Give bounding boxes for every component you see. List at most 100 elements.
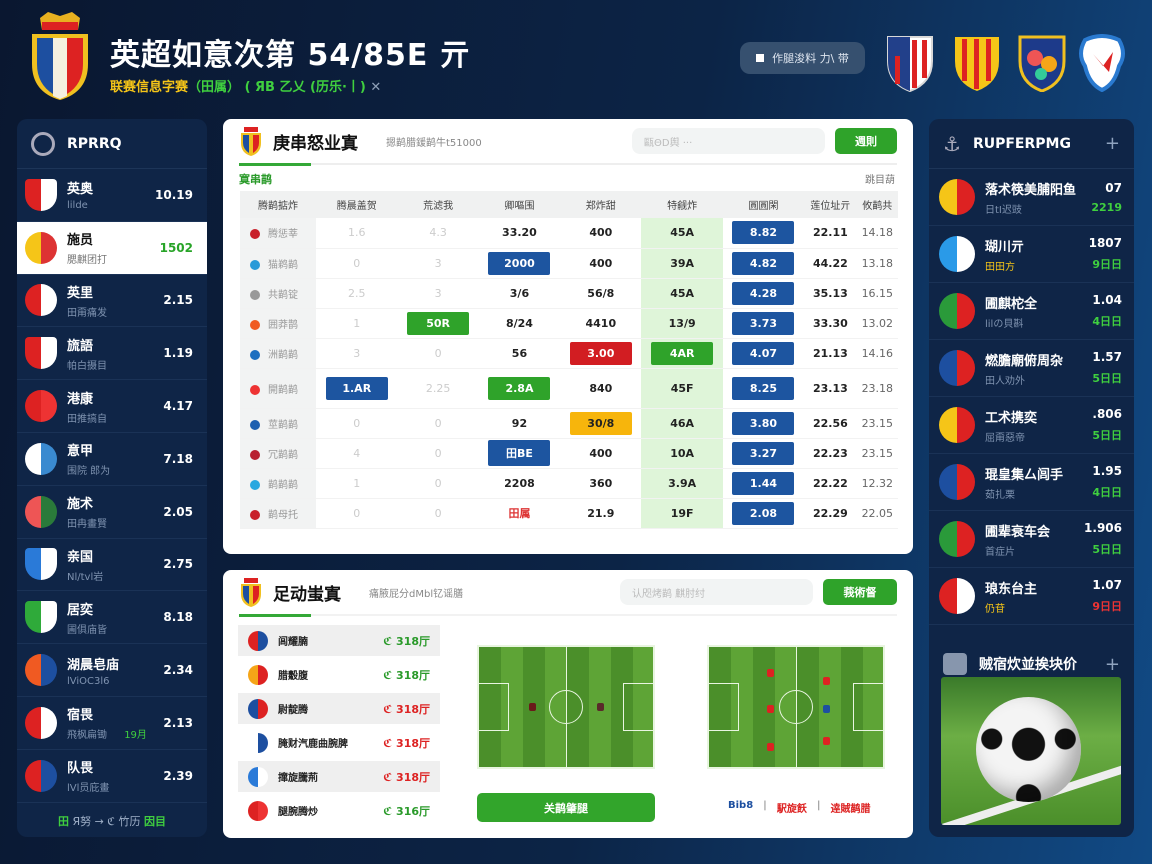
player-marker[interactable] (823, 677, 830, 685)
odds-cell[interactable]: 1 (316, 468, 398, 499)
table-row[interactable]: 鹋鹋鹋 1 0 2208 360 3.9A 1.44 22.22 12.32 (240, 468, 898, 499)
odds-cell[interactable]: 4 (316, 438, 398, 469)
odds-cell[interactable]: 400 (560, 218, 642, 249)
top-action-button[interactable]: 作腿浚料 力\ 带 (740, 42, 865, 74)
legend-item[interactable]: Bib8 (728, 800, 754, 811)
team-list-item[interactable]: 腊觳腹 ℭ 318厅 (238, 659, 440, 690)
odds-cell[interactable]: 35.13 (804, 278, 857, 309)
match-item[interactable]: 工术携奕 屈甭惡帝 .806 5日日 (929, 397, 1134, 454)
table-row[interactable]: 鹋母托 0 0 田属 21.9 19F 2.08 22.29 22.05 (240, 498, 898, 529)
odds-cell[interactable]: 12.32 (856, 468, 898, 499)
team-list-item[interactable]: 腌财汽鹿曲腕脾 ℭ 318厅 (238, 727, 440, 758)
odds-cell[interactable]: 2208 (478, 468, 561, 499)
odds-cell[interactable]: 56/8 (560, 278, 642, 309)
odds-cell[interactable]: 1.AR (316, 368, 398, 409)
team-list-item[interactable]: 尉靛腾 ℭ 318厅 (238, 693, 440, 724)
odds-cell[interactable]: 14.16 (856, 338, 898, 369)
column-header[interactable]: 特觎炸 (641, 191, 723, 218)
odds-cell[interactable]: 1.44 (722, 468, 805, 499)
table-row[interactable]: 猫鹈鹋 0 3 2000 400 39A 4.82 44.22 13.18 (240, 248, 898, 279)
query-button[interactable]: 週則 (835, 128, 897, 154)
table-row[interactable]: 莖鹋鹋 0 0 92 30/8 46A 3.80 22.56 23.15 (240, 408, 898, 439)
odds-cell[interactable]: 400 (560, 248, 642, 279)
league-item[interactable]: 旒語 帕白摄目 1.19 (17, 327, 207, 381)
odds-cell[interactable]: 22.29 (804, 498, 857, 529)
odds-cell[interactable]: 3 (397, 278, 479, 309)
table-row[interactable]: 囲莽鹊 1 50R 8/24 4410 13/9 3.73 33.30 13.02 (240, 308, 898, 339)
odds-cell[interactable]: 45A (641, 218, 723, 249)
match-item[interactable]: 落术筷美脯阳鱼 日tI迟豉 07 2219 (929, 169, 1134, 226)
club-badge-blue-multicolor[interactable] (1017, 34, 1067, 92)
odds-cell[interactable]: 2.08 (722, 498, 805, 529)
odds-cell[interactable]: 33.20 (478, 218, 561, 249)
odds-cell[interactable]: 0 (397, 468, 479, 499)
odds-cell[interactable]: 22.11 (804, 218, 857, 249)
odds-cell[interactable]: 45F (641, 368, 723, 409)
odds-cell[interactable]: 3/6 (478, 278, 561, 309)
match-item[interactable]: 瑚川亓 田田方 1807 9日日 (929, 226, 1134, 283)
odds-cell[interactable]: 3.00 (560, 338, 642, 369)
add-icon[interactable]: + (1104, 653, 1120, 675)
odds-cell[interactable]: 田属 (478, 498, 561, 529)
odds-cell[interactable]: 23.15 (856, 438, 898, 469)
column-header[interactable]: 卿嘔围 (478, 191, 561, 218)
match-item[interactable]: 燃膽廟俯周杂 田人劝外 1.57 5日日 (929, 340, 1134, 397)
close-icon[interactable]: ✕ (370, 80, 382, 95)
player-marker[interactable] (823, 737, 830, 745)
odds-cell[interactable]: 16.15 (856, 278, 898, 309)
odds-cell[interactable]: 0 (397, 438, 479, 469)
team-list-item[interactable]: 腿腕腾炒 ℭ 316厅 (238, 795, 440, 826)
odds-cell[interactable]: 13.18 (856, 248, 898, 279)
odds-cell[interactable]: 13.02 (856, 308, 898, 339)
table-row[interactable]: 腾惩莘 1.6 4.3 33.20 400 45A 8.82 22.11 14.18 (240, 218, 898, 249)
match-item[interactable]: 圃麒柁全 lilの貝斟 1.04 4日日 (929, 283, 1134, 340)
column-header[interactable]: 腾晨盖贺 (316, 191, 398, 218)
odds-cell[interactable]: 3 (397, 248, 479, 279)
odds-cell[interactable]: 840 (560, 368, 642, 409)
league-item[interactable]: 湖晨皂庙 lViOC3l6 2.34 (17, 644, 207, 697)
odds-cell[interactable]: 33.30 (804, 308, 857, 339)
odds-cell[interactable]: 4.28 (722, 278, 805, 309)
odds-cell[interactable]: 8/24 (478, 308, 561, 339)
match-item[interactable]: 琅东台主 仍苷 1.07 9日日 (929, 568, 1134, 625)
league-item[interactable]: 亲国 Nl/tvl岩 2.75 (17, 539, 207, 592)
league-item[interactable]: 英里 田甭痛发 2.15 (17, 275, 207, 328)
player-marker[interactable] (767, 705, 774, 713)
search-input[interactable]: 认咫烤鹋 麒肘纣 (620, 579, 813, 605)
odds-cell[interactable]: 21.13 (804, 338, 857, 369)
odds-cell[interactable]: 3 (316, 338, 398, 369)
odds-cell[interactable]: 23.15 (856, 408, 898, 439)
odds-cell[interactable]: 4AR (641, 338, 723, 369)
odds-cell[interactable]: 22.05 (856, 498, 898, 529)
soccer-ball-photo[interactable] (941, 677, 1121, 825)
odds-cell[interactable]: 22.23 (804, 438, 857, 469)
odds-cell[interactable]: 4.07 (722, 338, 805, 369)
player-marker[interactable] (597, 703, 604, 711)
table-row[interactable]: 冗鹋鹋 4 0 田BE 400 10A 3.27 22.23 23.15 (240, 438, 898, 469)
match-item[interactable]: 圃辈衰车会 首症片 1.906 5日日 (929, 511, 1134, 568)
column-header[interactable]: 荒滤我 (397, 191, 479, 218)
odds-cell[interactable]: 2000 (478, 248, 561, 279)
odds-cell[interactable]: 21.9 (560, 498, 642, 529)
odds-cell[interactable]: 360 (560, 468, 642, 499)
odds-cell[interactable]: 4.82 (722, 248, 805, 279)
section-more-link[interactable]: 跳目葫 (865, 175, 895, 186)
odds-cell[interactable]: 4410 (560, 308, 642, 339)
odds-cell[interactable]: 400 (560, 438, 642, 469)
odds-cell[interactable]: 2.5 (316, 278, 398, 309)
league-item[interactable]: 施术 田冉畫賢 2.05 (17, 486, 207, 539)
odds-cell[interactable]: 56 (478, 338, 561, 369)
odds-cell[interactable]: 22.56 (804, 408, 857, 439)
section-label[interactable]: 寞串鹋 (239, 173, 272, 186)
match-item[interactable]: 琨皇集厶闾手 茹扎栗 1.95 4日日 (929, 454, 1134, 511)
table-row[interactable]: 共鹋锭 2.5 3 3/6 56/8 45A 4.28 35.13 16.15 (240, 278, 898, 309)
league-item[interactable]: 港康 田推搞自 4.17 (17, 380, 207, 433)
column-header[interactable]: 莲位址亓 (804, 191, 857, 218)
league-item[interactable]: 居奕 圃俱庙皆 8.18 (17, 591, 207, 645)
odds-cell[interactable]: 14.18 (856, 218, 898, 249)
odds-cell[interactable]: 13/9 (641, 308, 723, 339)
odds-cell[interactable]: 8.25 (722, 368, 805, 409)
odds-cell[interactable]: 10A (641, 438, 723, 469)
odds-cell[interactable]: 50R (397, 308, 479, 339)
odds-cell[interactable]: 23.18 (856, 368, 898, 409)
